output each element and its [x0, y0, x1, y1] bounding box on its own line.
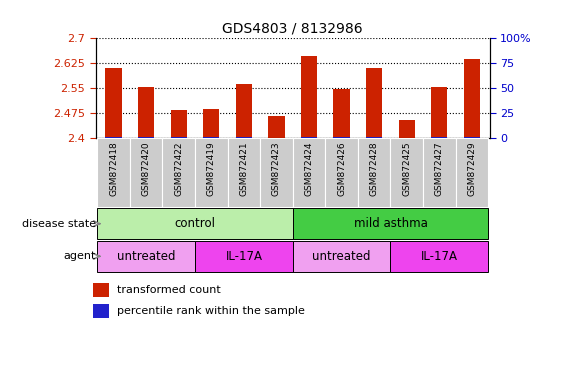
Text: untreated: untreated: [117, 250, 176, 263]
Bar: [301, 56, 317, 138]
Bar: [105, 68, 122, 138]
Text: GSM872419: GSM872419: [207, 142, 216, 197]
Bar: [227, 138, 260, 207]
Bar: [293, 241, 391, 272]
Text: GSM872421: GSM872421: [239, 142, 248, 196]
Text: transformed count: transformed count: [117, 285, 221, 295]
Bar: [464, 59, 480, 138]
Bar: [171, 137, 187, 138]
Text: IL-17A: IL-17A: [225, 250, 262, 263]
Bar: [333, 137, 350, 138]
Text: GSM872425: GSM872425: [402, 142, 411, 196]
Bar: [203, 137, 220, 138]
Text: percentile rank within the sample: percentile rank within the sample: [117, 306, 305, 316]
Text: GSM872428: GSM872428: [370, 142, 379, 196]
Bar: [138, 137, 154, 138]
Text: disease state: disease state: [22, 218, 96, 229]
Bar: [301, 137, 317, 138]
Bar: [269, 116, 285, 138]
Bar: [431, 137, 448, 138]
Text: GSM872426: GSM872426: [337, 142, 346, 196]
Bar: [293, 138, 325, 207]
Bar: [195, 241, 293, 272]
Text: GSM872424: GSM872424: [305, 142, 314, 196]
Text: GSM872418: GSM872418: [109, 142, 118, 197]
Bar: [358, 138, 391, 207]
Text: GSM872429: GSM872429: [467, 142, 476, 196]
Bar: [366, 137, 382, 138]
Bar: [236, 137, 252, 138]
Bar: [203, 109, 220, 138]
Text: mild asthma: mild asthma: [354, 217, 427, 230]
Text: IL-17A: IL-17A: [421, 250, 458, 263]
Text: GSM872420: GSM872420: [142, 142, 151, 196]
Bar: [293, 208, 488, 239]
Bar: [163, 138, 195, 207]
Text: GSM872422: GSM872422: [175, 142, 184, 196]
Bar: [236, 84, 252, 138]
Bar: [171, 110, 187, 138]
Text: control: control: [175, 217, 216, 230]
Bar: [366, 68, 382, 138]
Bar: [423, 138, 455, 207]
Bar: [399, 120, 415, 138]
Bar: [195, 138, 227, 207]
Text: untreated: untreated: [312, 250, 371, 263]
Bar: [92, 283, 109, 297]
Bar: [333, 89, 350, 138]
Bar: [97, 241, 195, 272]
Bar: [97, 138, 130, 207]
Text: GSM872423: GSM872423: [272, 142, 281, 196]
Text: agent: agent: [64, 251, 96, 262]
Text: GSM872427: GSM872427: [435, 142, 444, 196]
Bar: [391, 138, 423, 207]
Bar: [260, 138, 293, 207]
Bar: [431, 87, 448, 138]
Bar: [455, 138, 488, 207]
Bar: [92, 304, 109, 318]
Bar: [464, 137, 480, 138]
Bar: [325, 138, 358, 207]
Bar: [105, 137, 122, 138]
Title: GDS4803 / 8132986: GDS4803 / 8132986: [222, 22, 363, 36]
Bar: [391, 241, 488, 272]
Bar: [97, 208, 293, 239]
Bar: [138, 87, 154, 138]
Bar: [130, 138, 163, 207]
